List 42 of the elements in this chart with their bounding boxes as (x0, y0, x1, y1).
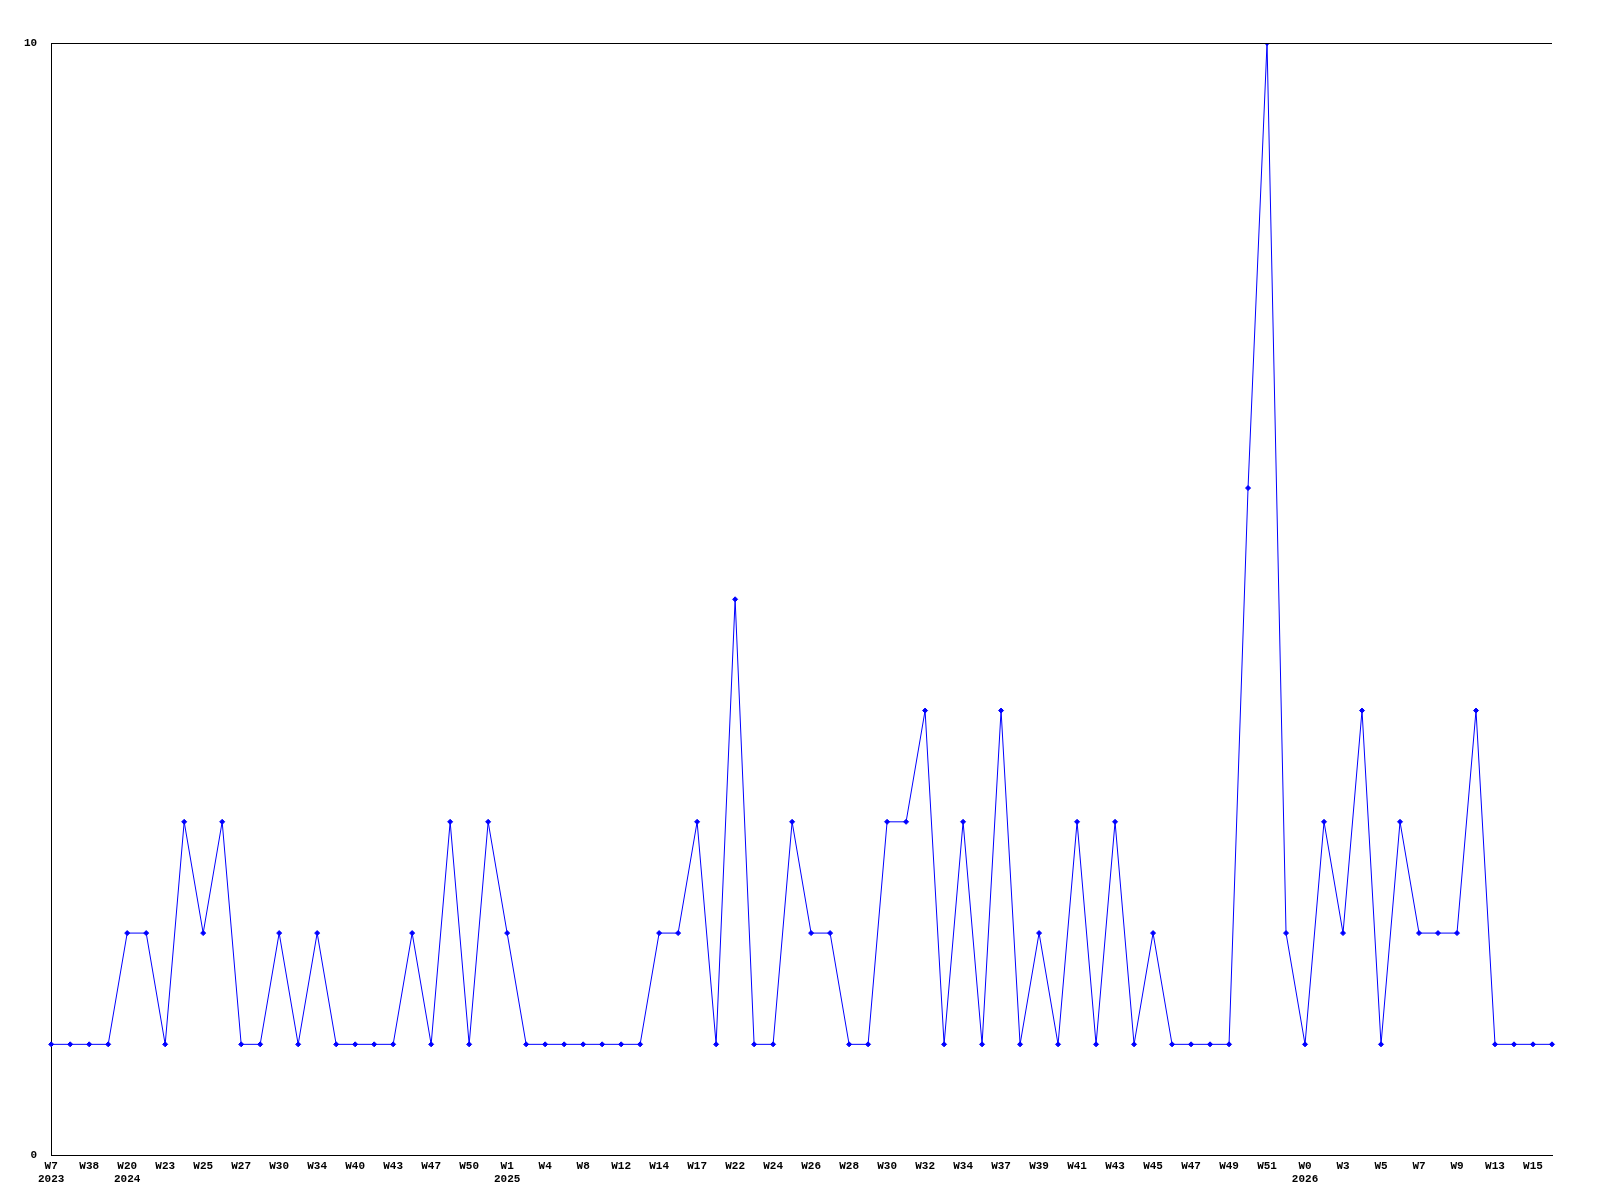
x-tick-label: W17 (687, 1159, 708, 1172)
x-tick-label: W3 (1336, 1159, 1351, 1172)
x-tick-label: W41 (1067, 1159, 1088, 1172)
x-tick-label: W43 (383, 1159, 404, 1172)
x-tick-label: W22 (725, 1159, 746, 1172)
x-tick-label: W34 (307, 1159, 328, 1172)
y-tick-label: 10 (24, 36, 38, 49)
x-tick-label: W47 (421, 1159, 442, 1172)
x-tick-label: W50 (459, 1159, 480, 1172)
x-tick-label: W14 (649, 1159, 670, 1172)
x-tick-label: W27 (231, 1159, 252, 1172)
x-tick-label: W24 (763, 1159, 784, 1172)
x-tick-label: W9 (1450, 1159, 1464, 1172)
x-tick-label: W20 2024 (113, 1159, 141, 1186)
x-tick-label: W45 (1143, 1159, 1164, 1172)
x-tick-label: W32 (915, 1159, 935, 1172)
x-tick-label: W23 (155, 1159, 176, 1172)
x-tick-label: W34 (953, 1159, 974, 1172)
x-tick-label: W0 2026 (1291, 1159, 1319, 1186)
x-tick-label: W51 (1257, 1159, 1278, 1172)
x-tick-label: W47 (1181, 1159, 1201, 1172)
x-tick-label: W26 (801, 1159, 822, 1172)
x-tick-label: W7 2023 (38, 1159, 65, 1186)
x-tick-label: W12 (611, 1159, 632, 1172)
x-tick-label: W5 (1374, 1159, 1389, 1172)
x-tick-label: W39 (1029, 1159, 1049, 1172)
x-tick-label: W38 (79, 1159, 100, 1172)
x-tick-label: W49 (1219, 1159, 1239, 1172)
x-tick-label: W40 (345, 1159, 366, 1172)
x-tick-label: W13 (1485, 1159, 1506, 1172)
x-tick-label: W1 2025 (493, 1159, 521, 1186)
x-tick-label: W37 (991, 1159, 1011, 1172)
y-tick-label: 0 (30, 1149, 38, 1162)
x-tick-label: W25 (193, 1159, 214, 1172)
x-tick-label: W43 (1105, 1159, 1126, 1172)
x-tick-label: W4 (538, 1159, 553, 1172)
x-tick-label: W15 (1523, 1159, 1544, 1172)
x-tick-label: W8 (576, 1159, 591, 1172)
x-tick-label: W30 (269, 1159, 290, 1172)
x-tick-label: W30 (877, 1159, 897, 1172)
x-tick-label: W7 (1412, 1159, 1426, 1172)
x-tick-label: W28 (839, 1159, 860, 1172)
